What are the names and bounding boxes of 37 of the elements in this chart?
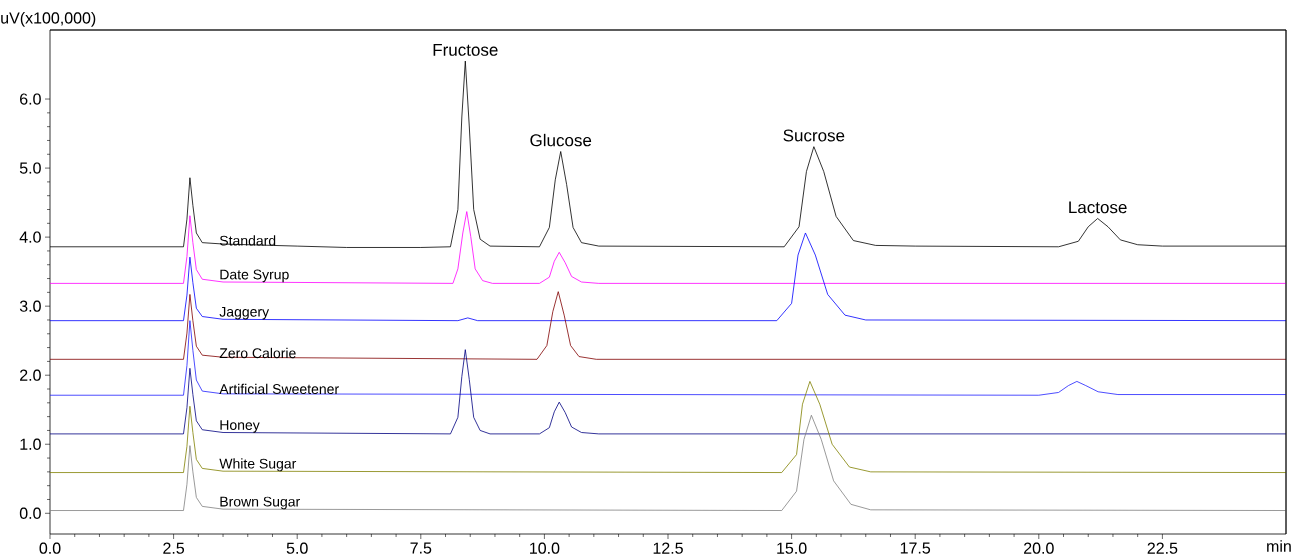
- x-tick-label: 7.5: [410, 542, 432, 554]
- x-tick-label: 2.5: [163, 542, 185, 554]
- x-tick-label: 12.5: [653, 542, 683, 554]
- x-tick-label: 15.0: [777, 542, 807, 554]
- x-tick-label: 10.0: [530, 542, 560, 554]
- series-label: White Sugar: [219, 458, 297, 472]
- y-tick-label: 2.0: [20, 369, 41, 381]
- line-series: [49, 320, 1287, 396]
- annotation: Lactose: [1069, 201, 1127, 214]
- line-series: [49, 381, 1287, 473]
- y-tick-label: 0.0: [19, 507, 41, 519]
- y-tick-label: 3.0: [19, 300, 41, 312]
- series-label: Date Syrup: [220, 269, 289, 283]
- x-tick-label: 20.0: [1024, 542, 1054, 554]
- annotation: Glucose: [530, 133, 592, 147]
- series-label: Standard: [219, 235, 276, 246]
- line-series: [49, 291, 1287, 360]
- series-label: Artificial Sweetener: [219, 383, 339, 395]
- line-series: [49, 232, 1287, 322]
- series-label: Zero Calorie: [219, 347, 296, 359]
- x-axis-title: min: [1267, 540, 1291, 552]
- series-label: Brown Sugar: [220, 496, 300, 510]
- series-label: Honey: [220, 420, 260, 433]
- y-tick-label: 1.0: [20, 438, 41, 450]
- x-tick-label: 0.0: [39, 542, 61, 554]
- x-tick-label: 17.5: [900, 542, 931, 554]
- series-label: Jaggery: [219, 306, 270, 320]
- y-axis-title: uV(x100,000): [1, 11, 96, 27]
- y-tick-label: 6.0: [20, 93, 41, 105]
- x-tick-label: 22.5: [1147, 542, 1178, 554]
- annotation: Fructose: [433, 44, 498, 56]
- y-tick-label: 4.0: [19, 231, 41, 243]
- annotation: Sucrose: [783, 129, 845, 142]
- y-tick-label: 5.0: [19, 162, 41, 174]
- x-tick-label: 5.0: [286, 542, 308, 554]
- line-series: [49, 414, 1287, 511]
- line-series: [49, 349, 1287, 435]
